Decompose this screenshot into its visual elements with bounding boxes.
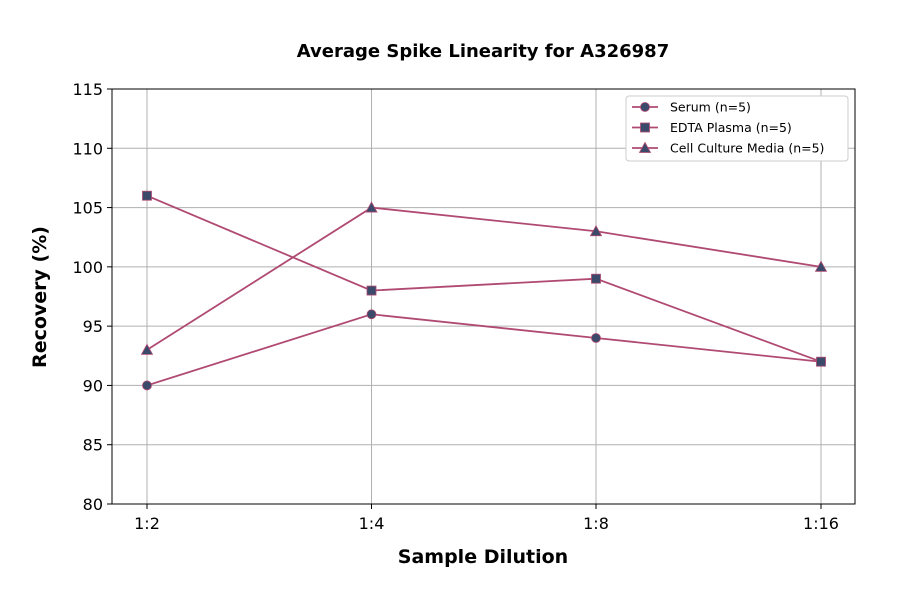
data-point [142,380,152,391]
x-tick-label: 1:2 [134,514,160,533]
data-point [591,273,601,284]
chart-title: Average Spike Linearity for A326987 [297,41,669,62]
axis-ticks: 80 85 90 95 100 105 110 115 1:2 1:4 1:8 1:16 [72,80,839,533]
y-tick-label: 90 [83,376,103,395]
y-tick-label: 80 [83,495,103,514]
data-point [814,260,828,272]
data-point [816,356,826,367]
x-axis-label: Sample Dilution [398,546,568,568]
legend-box [625,95,849,162]
data-point [591,333,601,343]
legend: Serum (n=5) EDTA Plasma (n=5) Cell Culture… [625,95,849,162]
series-line [146,313,822,387]
legend-label: Serum (n=5) [670,100,751,115]
legend-marker [638,141,652,153]
plot-area [111,88,856,505]
legend-marker [640,122,650,133]
legend-label: Cell Culture Media (n=5) [670,141,824,156]
y-tick-label: 100 [72,258,103,277]
legend-label: EDTA Plasma (n=5) [670,120,792,135]
y-tick-label: 115 [72,80,103,99]
x-tick-label: 1:16 [803,514,839,533]
series-line [146,194,822,363]
data-point [140,343,154,355]
data-point [142,190,152,201]
series-group [140,190,828,391]
y-tick-label: 85 [83,436,103,455]
data-point [365,201,378,213]
data-point [366,285,377,296]
y-tick-label: 110 [72,139,103,158]
x-tick-label: 1:8 [583,514,609,533]
y-tick-label: 105 [72,199,103,218]
data-point [366,309,377,320]
x-tick-label: 1:4 [359,514,385,533]
legend-marker [640,102,650,112]
data-point [589,224,603,237]
y-tick-label: 95 [83,317,103,336]
y-axis-label: Recovery (%) [29,226,51,368]
series-line [146,206,822,351]
